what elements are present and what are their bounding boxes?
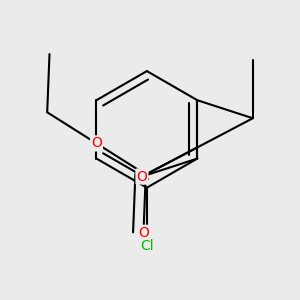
Text: O: O	[136, 169, 147, 184]
Text: Cl: Cl	[140, 239, 154, 253]
Text: O: O	[91, 136, 102, 150]
Text: O: O	[138, 226, 149, 240]
